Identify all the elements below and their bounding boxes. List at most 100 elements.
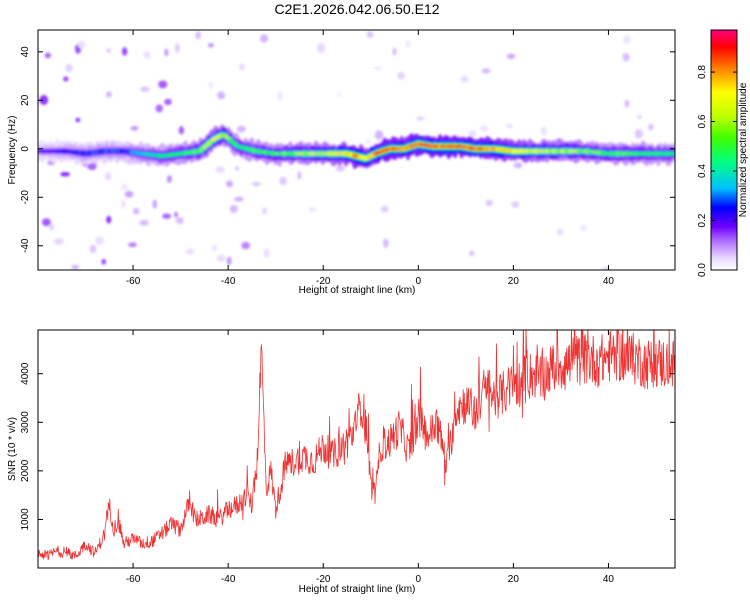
heatmap-noise-cell	[139, 219, 149, 226]
heatmap-noise-cell	[71, 264, 80, 270]
heatmap-noise-cell	[215, 166, 225, 174]
heatmap-noise-cell	[506, 53, 516, 60]
heatmap-y-axis: -40 -20 0 20 40	[20, 46, 675, 253]
heatmap-noise-cell	[49, 223, 55, 231]
colorbar-frame	[710, 29, 738, 271]
heatmap-noise-cell	[382, 238, 389, 248]
heatmap-noise-cell	[185, 248, 195, 255]
heatmap-noise-cell	[392, 47, 397, 56]
heatmap-noise-cell	[541, 126, 547, 136]
heatmap-noise-cell	[317, 43, 326, 53]
heatmap-noise-cell	[216, 254, 226, 262]
heatmap-noise-cell	[513, 162, 523, 169]
colorbar-tick-label: 0.6	[697, 114, 708, 128]
heatmap-noise-cell	[178, 126, 185, 135]
heatmap-noise-cell	[374, 130, 384, 140]
heatmap-y-axis-label: Frequency (Hz)	[7, 116, 18, 185]
snr-x-tick-label: -20	[316, 574, 331, 585]
heatmap-x-tick-label: 40	[603, 276, 615, 287]
heatmap-noise-cell	[128, 242, 137, 248]
snr-x-tick-label: 0	[416, 574, 422, 585]
heatmap-frame	[37, 29, 676, 271]
heatmap-noise-cell	[164, 48, 169, 57]
snr-x-tick-label: 20	[508, 574, 520, 585]
heatmap-y-tick-label: 40	[20, 46, 31, 58]
heatmap-x-tick-label: 20	[508, 276, 520, 287]
heatmap-noise-cell	[41, 218, 51, 227]
heatmap-noise-cell	[106, 215, 112, 224]
snr-x-axis-label: Height of straight line (km)	[299, 584, 416, 595]
colorbar-gradient	[711, 30, 737, 270]
heatmap-noise-cell	[481, 68, 491, 74]
heatmap-noise-cell	[416, 116, 425, 121]
colorbar-tick-label: 0.4	[697, 164, 708, 178]
heatmap-noise-cell	[53, 238, 64, 245]
snr-y-tick-label: 3000	[20, 411, 31, 434]
colorbar-ticks: 0.0 0.2 0.4 0.6 0.8	[697, 65, 737, 277]
heatmap-noise-cell	[634, 128, 643, 139]
colorbar-tick-label: 0.0	[697, 263, 708, 277]
snr-x-tick-label: 40	[603, 574, 615, 585]
heatmap-noise-cell	[335, 165, 345, 172]
heatmap-noise-cell	[374, 66, 382, 71]
heatmap-cell	[670, 151, 675, 156]
heatmap-noise-cell	[124, 190, 134, 198]
heatmap-noise-cell	[297, 171, 302, 180]
snr-y-tick-label: 1000	[20, 508, 31, 531]
heatmap-noise-cell	[239, 63, 245, 71]
heatmap-noise-cell	[174, 43, 180, 53]
heatmap-noise-cell	[39, 94, 49, 105]
heatmap-noise-cell	[469, 250, 475, 257]
heatmap-noise-cell	[63, 76, 69, 82]
heatmap-noise-cell	[121, 47, 128, 56]
heatmap-noise-cell	[636, 114, 643, 120]
heatmap-noise-cell	[234, 196, 244, 202]
heatmap-noise-cell	[648, 123, 654, 131]
heatmap-noise-cell	[263, 248, 270, 259]
snr-y-tick-label: 2000	[20, 459, 31, 482]
heatmap-y-tick-label: -20	[20, 190, 31, 205]
heatmap-noise-cell	[602, 267, 610, 270]
heatmap-noise-cell	[130, 126, 139, 131]
heatmap-noise-cell	[234, 166, 240, 171]
heatmap-noise-cell	[479, 125, 489, 132]
heatmap-noise-cell	[120, 184, 129, 191]
heatmap-noise-cell	[237, 125, 246, 133]
heatmap-noise-cell	[405, 41, 411, 48]
heatmap-noise-cell	[106, 91, 112, 98]
heatmap-noise-cell	[279, 176, 287, 186]
snr-y-axis-label: SNR (10 * v/v)	[7, 417, 18, 481]
heatmap-noise-cell	[580, 225, 587, 232]
heatmap-ridge	[38, 31, 675, 270]
colorbar: 0.0 0.2 0.4 0.6 0.8 Normalized spectral ampl…	[697, 29, 749, 277]
heatmap-noise-cell	[162, 213, 172, 219]
heatmap-noise-cell	[208, 81, 214, 89]
heatmap-noise-cell	[380, 205, 389, 213]
heatmap-noise-cell	[166, 175, 173, 184]
heatmap-noise-cell	[65, 63, 73, 73]
heatmap-noise-cell	[366, 31, 374, 39]
heatmap-noise-cell	[557, 228, 564, 236]
snr-y-axis: 1000 2000 3000 4000	[20, 362, 675, 531]
heatmap-y-tick-label: -40	[20, 238, 31, 253]
heatmap-noise-cell	[175, 217, 184, 224]
heatmap-noise-cell	[229, 204, 238, 214]
heatmap-noise-cell	[120, 199, 126, 209]
colorbar-tick-label: 0.2	[697, 213, 708, 227]
heatmap-noise-cell	[173, 211, 179, 218]
heatmap-noise-cell	[195, 31, 202, 40]
heatmap-y-tick-label: 20	[20, 94, 31, 106]
heatmap-x-axis-label: Height of straight line (km)	[299, 285, 416, 296]
heatmap-noise-cell	[226, 256, 232, 266]
heatmap-noise-cell	[251, 181, 261, 187]
heatmap-noise-cell	[104, 172, 112, 181]
heatmap-x-tick-label: -20	[316, 276, 331, 287]
snr-x-tick-label: -40	[221, 574, 236, 585]
snr-panel: -60 -40 -20 0 20 40 1000 2000 3000 4000 Height o…	[7, 329, 676, 595]
heatmap-noise-cell	[623, 35, 632, 45]
heatmap-y-tick-label: 0	[20, 146, 31, 152]
heatmap-noise-cell	[60, 172, 71, 177]
heatmap-noise-cell	[308, 207, 317, 212]
heatmap-noise-cell	[485, 199, 493, 207]
